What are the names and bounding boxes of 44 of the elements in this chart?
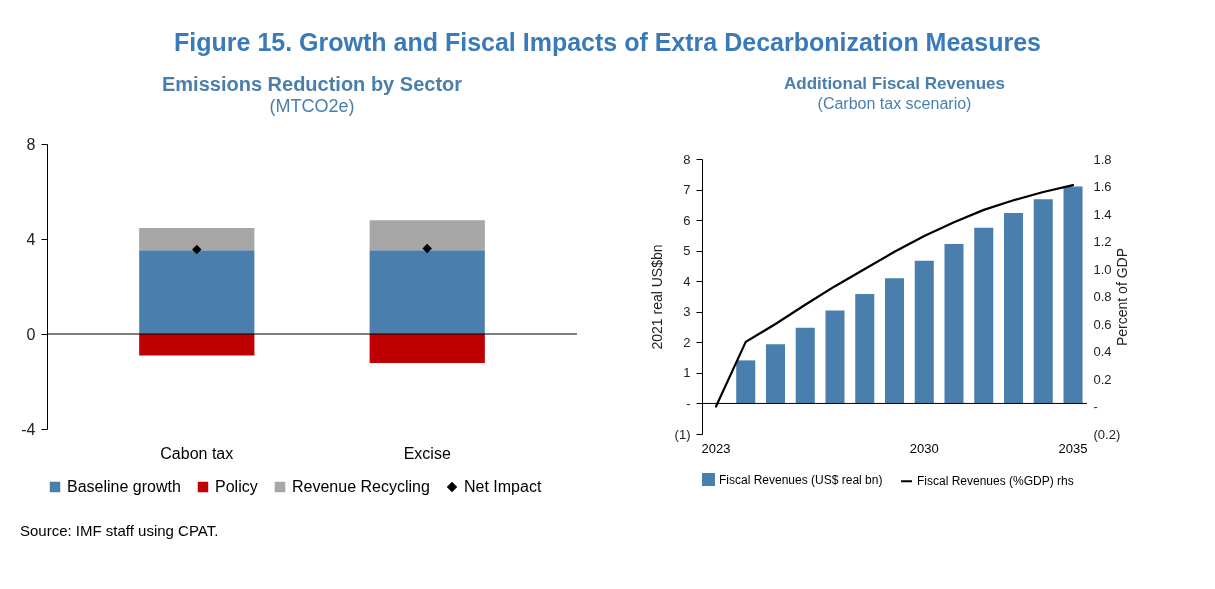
legend-label: Fiscal Revenues (US$ real bn) (719, 472, 883, 487)
y-tick-label: 6 (683, 212, 691, 228)
y-tick-label: 4 (683, 273, 691, 289)
y2-tick-label: 0.4 (1093, 344, 1112, 359)
y-tick-label: -4 (21, 420, 36, 438)
legend-label: Fiscal Revenues (%GDP) rhs (917, 474, 1074, 489)
x-tick-label: Cabon tax (160, 444, 234, 462)
y2-tick-label: 0.8 (1093, 289, 1112, 304)
y-tick-label: 1 (683, 365, 691, 381)
y-axis-title: 2021 real US$bn (648, 244, 665, 350)
y2-tick-label: (0.2) (1093, 426, 1121, 442)
y2-tick-label: 0.6 (1093, 316, 1112, 332)
y-tick-label: 7 (683, 182, 691, 198)
y-tick-label: 2 (683, 334, 691, 350)
y-tick-label: 3 (683, 304, 691, 320)
chart-subtitle: (Carbon tax scenario) (817, 95, 972, 112)
legend-label: Revenue Recycling (292, 478, 430, 495)
y2-tick-label: 1.4 (1093, 206, 1112, 222)
y2-tick-label: 1.6 (1093, 179, 1112, 194)
y-tick-label: (1) (674, 426, 691, 442)
y-tick-label: 5 (683, 243, 691, 259)
chart-title: Emissions Reduction by Sector (161, 73, 463, 95)
legend-label: Policy (215, 478, 258, 495)
x-tick-label: 2023 (701, 440, 731, 456)
x-tick-label: 2030 (909, 440, 939, 456)
x-tick-label: Excise (403, 444, 451, 462)
source-note: Source: IMF staff using CPAT. (19, 521, 220, 539)
legend-label: Baseline growth (67, 478, 181, 495)
y2-axis-title: Percent of GDP (1114, 247, 1131, 347)
y2-tick-label: 1.0 (1093, 261, 1112, 277)
y-tick-label: 8 (683, 151, 691, 167)
y-tick-label: - (686, 395, 691, 411)
y-tick-label: 0 (26, 325, 36, 343)
y2-tick-label: 1.8 (1093, 151, 1112, 167)
y-tick-label: 8 (26, 135, 36, 153)
y-tick-label: 4 (26, 230, 36, 248)
legend-label: Net Impact (464, 478, 542, 495)
y2-tick-label: - (1093, 399, 1098, 414)
chart-subtitle: (MTCO2e) (269, 96, 355, 116)
y2-tick-label: 0.2 (1093, 371, 1112, 387)
chart-title: Additional Fiscal Revenues (783, 74, 1006, 93)
text: Figure 15. Growth and Fiscal Impacts of Extra Decarbonization Measures (173, 27, 1042, 58)
x-tick-label: 2035 (1058, 440, 1088, 456)
y2-tick-label: 1.2 (1093, 234, 1112, 249)
